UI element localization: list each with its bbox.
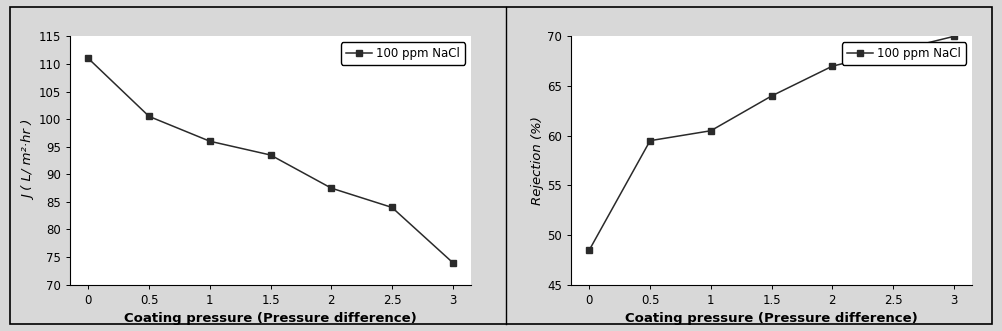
Legend: 100 ppm NaCl: 100 ppm NaCl: [842, 42, 966, 65]
Line: 100 ppm NaCl: 100 ppm NaCl: [85, 55, 456, 266]
100 ppm NaCl: [447, 260, 459, 264]
100 ppm NaCl: [82, 57, 94, 61]
100 ppm NaCl: [644, 139, 656, 143]
Legend: 100 ppm NaCl: 100 ppm NaCl: [341, 42, 465, 65]
100 ppm NaCl: [766, 94, 778, 98]
100 ppm NaCl: [887, 49, 899, 53]
100 ppm NaCl: [827, 64, 839, 68]
X-axis label: Coating pressure (Pressure difference): Coating pressure (Pressure difference): [625, 312, 918, 325]
Y-axis label: J ( L/ m²·hr ): J ( L/ m²·hr ): [23, 121, 36, 200]
Line: 100 ppm NaCl: 100 ppm NaCl: [586, 33, 957, 253]
Y-axis label: Rejection (%): Rejection (%): [531, 116, 544, 205]
100 ppm NaCl: [326, 186, 338, 190]
100 ppm NaCl: [265, 153, 277, 157]
100 ppm NaCl: [704, 129, 716, 133]
100 ppm NaCl: [948, 34, 960, 38]
100 ppm NaCl: [583, 248, 595, 252]
100 ppm NaCl: [386, 206, 398, 210]
100 ppm NaCl: [143, 115, 155, 118]
X-axis label: Coating pressure (Pressure difference): Coating pressure (Pressure difference): [124, 312, 417, 325]
100 ppm NaCl: [203, 139, 215, 143]
